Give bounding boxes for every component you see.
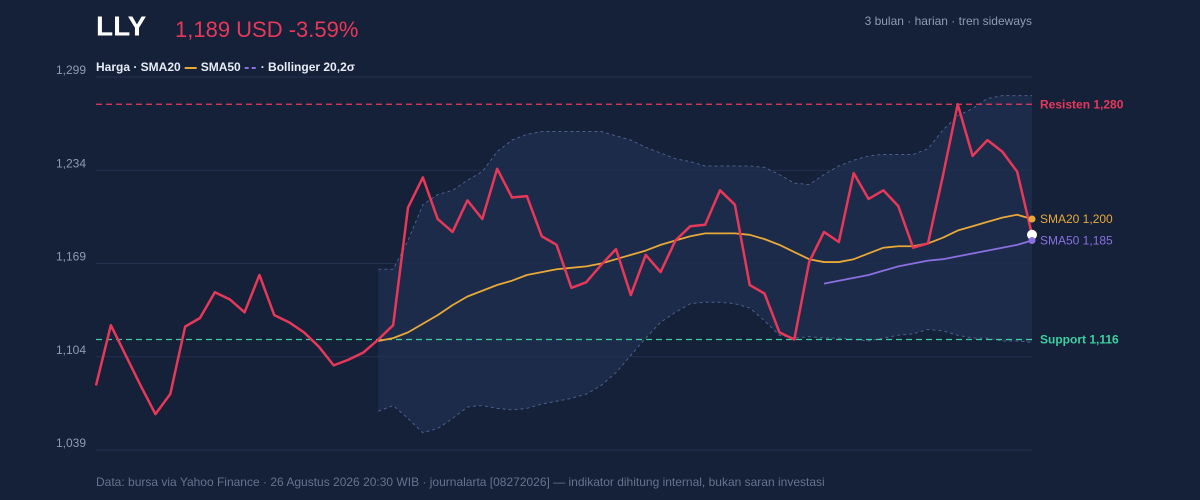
chart-note: 3 bulan · harian · tren sideways [865,14,1032,28]
footer: Data: bursa via Yahoo Finance · 26 Agust… [96,475,825,489]
end-label: SMA50 1,185 [1040,234,1113,248]
legend-label: SMA50 [201,60,241,74]
series-line [823,239,1033,285]
level-label: Resisten 1,280 [1040,97,1124,111]
series-line [94,103,1034,416]
end-dot [1028,237,1036,245]
end-label: SMA20 1,200 [1040,212,1113,226]
y-tick-label: 1,104 [56,343,86,357]
end-dot [1028,215,1036,223]
bollinger-lower [378,301,1033,434]
end-dot [1027,229,1037,240]
legend-label: Harga · SMA20 [96,60,181,74]
y-tick-label: 1,234 [56,156,86,170]
chart-subtitle: 1,189 USD -3.59% [175,17,358,42]
y-tick-label: 1,299 [56,63,86,77]
legend-label: · Bollinger 20,2σ [261,60,355,74]
bollinger-upper [378,95,1032,270]
y-tick-label: 1,039 [56,436,86,450]
level-label: Support 1,116 [1040,333,1119,347]
bollinger-band-fill [378,95,1032,433]
y-tick-label: 1,169 [56,250,86,264]
chart-title: LLY [96,10,147,41]
